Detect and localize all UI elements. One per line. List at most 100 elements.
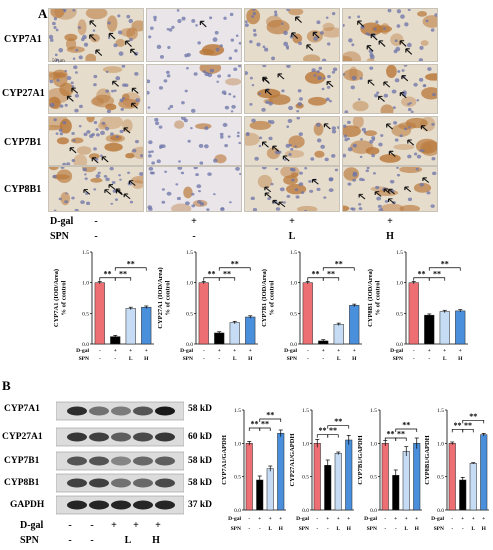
arrow-marker [69, 147, 77, 154]
nucleus [299, 97, 303, 101]
bar [245, 316, 256, 345]
nucleus [371, 136, 376, 140]
arrow-marker [104, 189, 112, 195]
nucleus [224, 143, 228, 148]
stain-blob [199, 48, 215, 56]
bar [229, 322, 240, 345]
blot-band [155, 500, 175, 510]
arrow-marker [108, 32, 116, 40]
nucleus [186, 67, 189, 70]
stain-blob [364, 130, 378, 137]
nucleus [93, 147, 97, 151]
stain-blob [65, 38, 77, 50]
nucleus [49, 102, 55, 108]
x-row-value-spn: - [451, 526, 453, 532]
stain-blob [60, 191, 71, 206]
significance-label: ** [387, 430, 395, 439]
nucleus [115, 76, 121, 81]
nucleus [111, 181, 116, 185]
significance-label: ** [334, 417, 342, 426]
nucleus [213, 193, 216, 196]
blot-band [67, 456, 87, 466]
stain-blob [73, 154, 88, 165]
nucleus [316, 138, 322, 143]
nucleus [55, 58, 60, 61]
nucleus [222, 122, 228, 128]
stain-blob [420, 40, 429, 46]
significance-label: ** [327, 269, 335, 278]
nucleus [147, 106, 151, 109]
nucleus [54, 53, 58, 57]
nucleus [251, 9, 256, 11]
nucleus [191, 204, 196, 208]
blot-band [133, 432, 153, 442]
stain-blob [120, 28, 136, 37]
nucleus [105, 177, 110, 182]
blot-dgal-value: + [111, 520, 117, 531]
x-row-value-spn: H [279, 526, 284, 532]
nucleus [286, 194, 291, 198]
y-axis-label: CYP8B1 (IOD/Area) [367, 269, 374, 327]
stain-blob [393, 143, 415, 150]
x-row-value-spn: - [413, 356, 415, 362]
blot-dgal-value: - [90, 520, 94, 531]
significance-bracket [114, 267, 147, 271]
nucleus [380, 134, 384, 137]
ihc-row-label-cyp7b1: CYP7B1 [4, 137, 42, 148]
nucleus [121, 65, 126, 68]
nucleus [295, 195, 300, 199]
nucleus [233, 67, 238, 72]
ihc-micrograph [342, 116, 438, 166]
ihc-row-label-cyp7a1: CYP7A1 [4, 34, 42, 45]
nucleus [348, 38, 353, 43]
nucleus [73, 65, 78, 70]
nucleus [59, 132, 64, 136]
arrow-marker [370, 33, 378, 41]
nucleus [404, 22, 409, 27]
nucleus [49, 79, 54, 84]
nucleus [357, 15, 361, 19]
nucleus [166, 191, 172, 196]
significance-bracket [462, 428, 474, 433]
nucleus [213, 158, 218, 163]
nucleus [393, 121, 398, 125]
nucleus [325, 16, 329, 19]
bar-chart-cyp7b1-ihc: 0.0 0.5 1.0 1.5 CYP7B1 (IOD/Area)% of contro… [261, 250, 362, 362]
nucleus [195, 173, 199, 177]
significance-label: ** [127, 259, 135, 268]
y-axis-label-2: % of control [375, 280, 382, 315]
ihc-dgal-value: + [289, 216, 295, 227]
blot-band [133, 478, 153, 488]
stain-blob [314, 150, 325, 158]
x-row-value-dgal: + [337, 516, 340, 522]
bar [469, 463, 477, 511]
bar-chart-cyp7a1-ihc: 0.0 0.5 1.0 1.5 CYP7A1 (IOD/Area)% of contro… [53, 250, 154, 362]
significance-label: ** [433, 269, 441, 278]
nucleus [359, 177, 364, 182]
nucleus [232, 95, 236, 98]
stain-blob [105, 103, 117, 111]
x-row-value-spn: - [307, 356, 309, 362]
nucleus [359, 155, 363, 159]
arrow-marker [261, 141, 269, 148]
y-tick-label: 0.5 [82, 311, 89, 317]
nucleus [198, 143, 204, 148]
x-row-label-dgal: D-gal [364, 516, 377, 522]
x-row-value-spn: - [322, 356, 324, 362]
ihc-dgal-value: + [387, 216, 393, 227]
y-tick-label: 0.0 [186, 342, 193, 348]
nucleus [430, 28, 435, 32]
nucleus [59, 104, 64, 108]
nucleus [331, 129, 337, 134]
x-row-value-spn: - [428, 356, 430, 362]
arrow-marker [387, 198, 395, 204]
panel-a-letter: A [38, 6, 48, 21]
nucleus [363, 130, 367, 134]
nucleus [181, 16, 186, 21]
blot-band [111, 478, 131, 488]
y-tick-label: 1.0 [186, 281, 193, 287]
x-row-value-spn: - [327, 526, 329, 532]
nucleus [206, 208, 210, 211]
nucleus [294, 145, 297, 148]
x-row-label-dgal: D-gal [390, 348, 403, 354]
